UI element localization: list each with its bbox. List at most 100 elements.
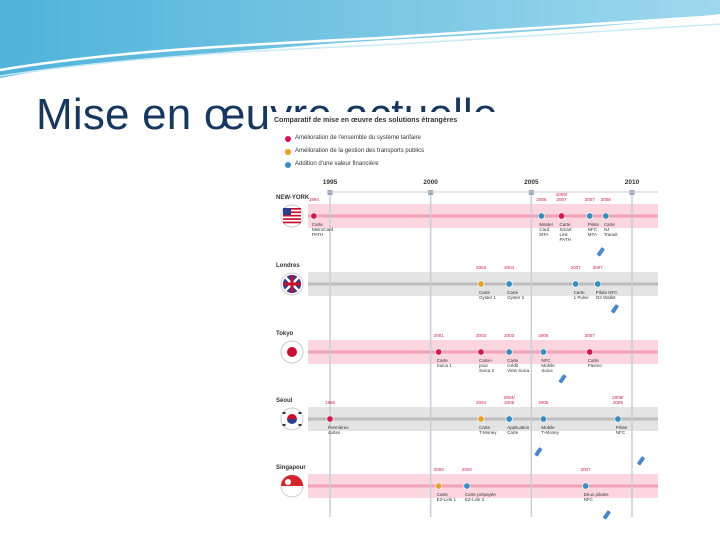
event-label: Carte+ pour Suica 2 (479, 358, 495, 373)
phone-icon (596, 247, 605, 257)
event-year-label: 2006/ 2007 (555, 192, 568, 202)
flag-stripe (283, 218, 301, 220)
city-name: Tokyo (276, 331, 294, 337)
event-year-label: 1994 (308, 197, 319, 202)
event-label: Pilote NFC O2 Wallet (595, 290, 618, 300)
event-label: Deux pilotes NFC (583, 492, 609, 502)
flag-sun (287, 347, 297, 357)
event-label: Carte prépayée EZ-Link 2 (464, 492, 496, 502)
flag-cross (290, 275, 294, 293)
event-marker (326, 415, 334, 423)
event-label: Pilote NFC (615, 425, 628, 435)
event-label: Carte MetroCard PATH (311, 222, 334, 237)
flag-taeguk-top (287, 414, 297, 419)
event-year-label: 2001 (433, 333, 444, 338)
event-marker (586, 348, 594, 356)
event-marker (505, 348, 513, 356)
event-label: Carte 1 Pulse (573, 290, 589, 300)
event-marker (477, 348, 485, 356)
event-year-label: 2007 (584, 333, 595, 338)
event-marker (477, 415, 485, 423)
year-tick-label: 2005 (524, 179, 539, 186)
event-marker (582, 482, 590, 490)
event-year-label: 2007 (580, 467, 591, 472)
event-year-label: 2006 (536, 197, 547, 202)
flag-red-half (281, 475, 303, 486)
flag-trigram (282, 412, 286, 414)
flag-taeguk-bottom (287, 419, 297, 424)
legend-dot-red (285, 136, 291, 142)
event-year-label: 2005 (538, 400, 549, 405)
header-wave-decoration (0, 0, 720, 78)
event-marker (539, 348, 547, 356)
event-marker (477, 280, 485, 288)
event-year-label: 2004/ 2005 (503, 395, 515, 405)
event-label: Master Card MTA (539, 222, 554, 237)
flag-stripe (283, 208, 301, 210)
year-tick-label: 2010 (624, 179, 640, 186)
event-year-label: 2008 (600, 197, 611, 202)
event-marker (505, 280, 513, 288)
flag-trigram (298, 412, 302, 414)
flag-stripe (283, 211, 301, 214)
event-marker (594, 280, 602, 288)
flag-trigram (282, 424, 286, 426)
phone-icon (534, 447, 543, 457)
event-marker (435, 348, 443, 356)
city-name: NEW-YORK (276, 195, 310, 201)
event-year-label: 2003 (475, 265, 486, 270)
event-label: Carte T-Money (479, 425, 497, 435)
event-year-label: 2007 (570, 265, 581, 270)
event-marker (537, 212, 545, 220)
event-marker (435, 482, 443, 490)
phone-icon (558, 374, 567, 384)
event-year-label: 2002 (461, 467, 472, 472)
event-year-label: 2004 (475, 400, 486, 405)
figure-title: Comparatif de mise en œuvre des solution… (274, 117, 458, 124)
flag-crescent (285, 479, 291, 485)
legend-dot-orange (285, 149, 291, 155)
event-marker (558, 212, 566, 220)
event-marker (539, 415, 547, 423)
flag-stripe (283, 221, 301, 224)
year-tick-label: 2000 (423, 179, 438, 186)
event-year-label: 2004 (504, 265, 515, 270)
phone-icon (611, 304, 619, 314)
event-label: Pilote NFC MTA (587, 222, 599, 237)
event-marker (614, 415, 622, 423)
event-year-label: 2003 (504, 333, 515, 338)
event-year-label: 1995 (324, 400, 335, 405)
event-label: Application Carte (507, 425, 530, 435)
event-label: NFC Mobile Suica (541, 358, 555, 373)
event-label: Carte Oyster 2 (507, 290, 525, 300)
event-label: Premières cartes (328, 425, 349, 435)
event-label: Carte NJ Transit (603, 222, 618, 237)
timeline-figure: Comparatif de mise en œuvre des solution… (268, 112, 664, 522)
city-name: Singapour (276, 465, 306, 471)
event-label: Carte Pasmo (587, 358, 602, 368)
event-label: Carte crédit View Suica (507, 358, 530, 373)
event-label: Carte Smart Link PATH (559, 222, 572, 242)
legend-dot-blue (285, 162, 291, 168)
event-marker (505, 415, 513, 423)
phone-icon (603, 510, 611, 520)
year-tick-label: 1995 (322, 179, 338, 186)
city-name: Londres (276, 263, 300, 269)
event-year-label: 2000 (433, 467, 444, 472)
event-year-label: 2003 (475, 333, 486, 338)
timeline-graphic (280, 190, 658, 520)
event-marker (602, 212, 610, 220)
flag-canton (283, 208, 291, 215)
event-marker (310, 212, 318, 220)
event-year-label: 2008/ 2009 (612, 395, 624, 405)
event-label: Mobile T-Money (541, 425, 559, 435)
event-year-label: 2006 (538, 333, 549, 338)
city-name: Séoul (276, 398, 293, 404)
event-marker (586, 212, 594, 220)
event-label: Carte EZ-Link 1 (436, 492, 456, 502)
flag-trigram (298, 424, 302, 426)
phone-icon (637, 456, 645, 466)
event-label: Carte Suica 1 (436, 358, 452, 368)
event-marker (463, 482, 471, 490)
event-marker (572, 280, 580, 288)
